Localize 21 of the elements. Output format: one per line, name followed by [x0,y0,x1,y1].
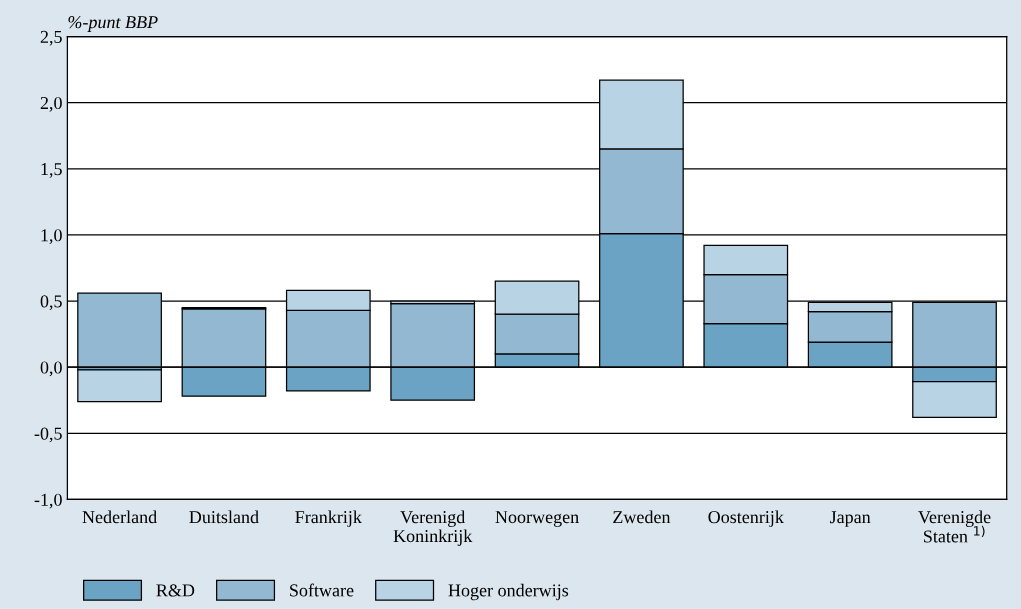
x-tick-label: Frankrijk [295,510,362,527]
legend-label: Software [290,583,354,597]
x-tick-label: Verenigd Koninkrijk [393,510,473,546]
x-tick-label: Noorwegen [495,511,579,527]
x-tick-label: Duitsland [189,510,259,524]
y-tick-label: 2,5 [40,30,62,46]
x-tick-label: Zweden [613,510,671,524]
y-tick-label: 0,5 [40,295,62,311]
legend-label: Hoger onderwijs [448,583,569,601]
x-tick-label: Japan [829,511,871,527]
y-tick-label: 0,0 [40,361,62,377]
y-tick-label: 1,5 [41,163,62,178]
y-tick-label: -0,5 [34,427,62,443]
legend-label: R&D [156,584,195,597]
x-tick-label: Verenigde Staten $^{1)}$ [918,510,991,543]
x-tick-label: Oostenrijk [708,510,784,527]
y-axis-title: %-punt BBP [68,16,158,32]
y-tick-label: -1,0 [34,493,62,509]
y-tick-label: 1,0 [41,229,62,244]
y-tick-label: 2,0 [40,96,62,112]
x-tick-label: Nederland [82,510,157,524]
